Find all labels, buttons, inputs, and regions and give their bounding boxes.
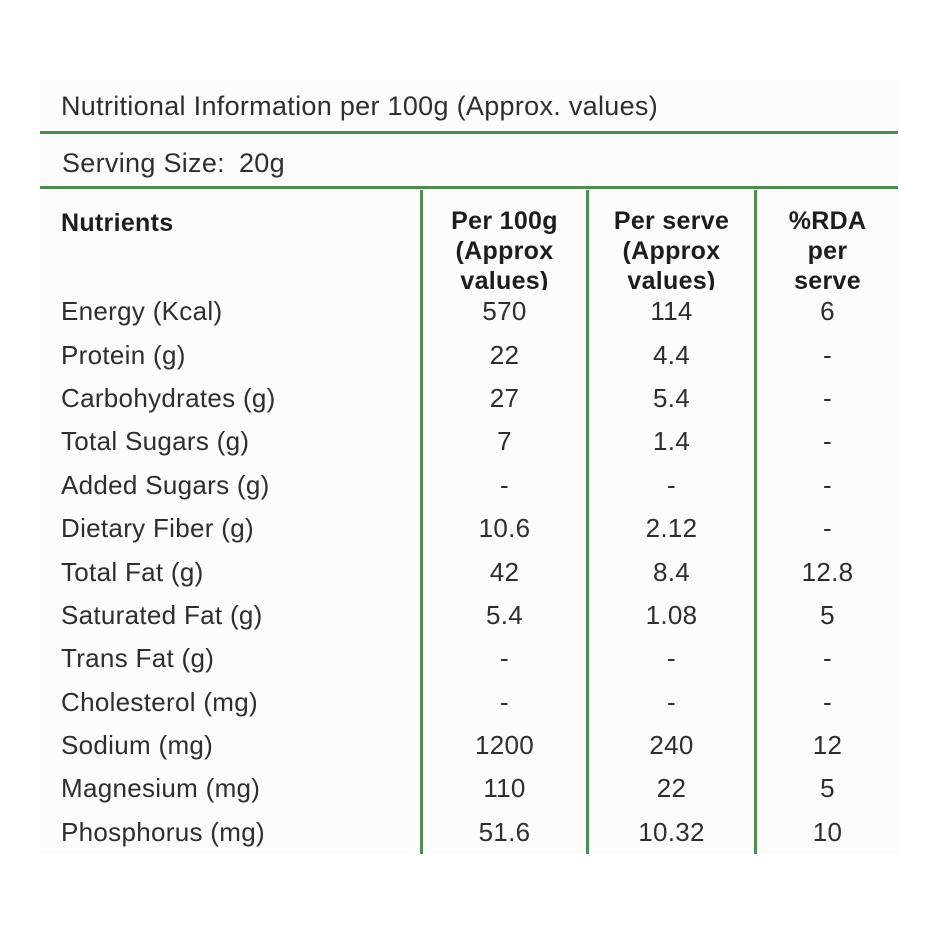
per-100g-value: - <box>420 463 586 507</box>
per-100g-value: 5.4 <box>420 593 586 638</box>
nutrient-label: Total Fat (g) <box>61 556 204 587</box>
per-serve-value: - <box>586 680 754 724</box>
rda-value: 10 <box>754 810 898 855</box>
rda-value: 6 <box>754 290 898 334</box>
page-title: Nutritional Information per 100g (Approx… <box>61 91 658 121</box>
rda-value: 5 <box>754 593 898 638</box>
rda-value: - <box>754 376 898 421</box>
nutrient-label: Magnesium (mg) <box>61 773 261 804</box>
per-100g-value: 1200 <box>420 723 586 768</box>
nutrient-label: Energy (Kcal) <box>61 296 223 327</box>
nutrient-label: Trans Fat (g) <box>61 643 215 674</box>
rda-value: - <box>754 637 898 681</box>
rda-value: - <box>754 506 898 551</box>
per-serve-value: - <box>586 463 754 507</box>
per-100g-value: 27 <box>420 376 586 421</box>
nutrition-panel: Nutritional Information per 100g (Approx… <box>40 80 898 855</box>
rda-value: - <box>754 420 898 464</box>
per-100g-value: 570 <box>420 290 586 334</box>
nutrient-label: Total Sugars (g) <box>61 426 250 457</box>
serving-size-row: Serving Size: 20g <box>40 134 898 186</box>
rda-value: - <box>754 333 898 377</box>
divider-under-title <box>40 131 898 134</box>
per-serve-value: 4.4 <box>586 333 754 377</box>
column-header-nutrients: Nutrients <box>61 209 174 237</box>
rda-value: 12.8 <box>754 550 898 594</box>
per-100g-value: - <box>420 680 586 724</box>
per-serve-value: 5.4 <box>586 376 754 421</box>
per-100g-value: 10.6 <box>420 506 586 551</box>
rda-value: - <box>754 680 898 724</box>
per-serve-value: 240 <box>586 723 754 768</box>
per-100g-value: - <box>420 637 586 681</box>
nutrient-label: Protein (g) <box>61 339 186 370</box>
per-serve-value: 22 <box>586 767 754 811</box>
nutrient-label: Cholesterol (mg) <box>61 686 258 717</box>
nutrient-label: Carbohydrates (g) <box>61 382 276 413</box>
nutrition-table: Nutrients Per 100g (Approx values) Per s… <box>40 190 898 855</box>
per-100g-value: 42 <box>420 550 586 594</box>
per-serve-value: 114 <box>586 290 754 334</box>
column-header-rda: %RDA per serve <box>754 190 898 290</box>
divider-under-serving <box>40 186 898 189</box>
per-serve-value: - <box>586 637 754 681</box>
per-100g-value: 7 <box>420 420 586 464</box>
column-header-per-serve: Per serve (Approx values) <box>586 190 754 290</box>
per-serve-value: 1.4 <box>586 420 754 464</box>
nutrient-label: Saturated Fat (g) <box>61 599 263 630</box>
per-100g-value: 51.6 <box>420 810 586 855</box>
nutrient-label: Sodium (mg) <box>61 730 214 761</box>
rda-value: 12 <box>754 723 898 768</box>
per-serve-value: 10.32 <box>586 810 754 855</box>
per-serve-value: 1.08 <box>586 593 754 638</box>
serving-size-label: Serving Size: <box>62 148 225 178</box>
per-serve-value: 2.12 <box>586 506 754 551</box>
rda-value: - <box>754 463 898 507</box>
serving-size-value: 20g <box>238 148 285 178</box>
per-serve-value: 8.4 <box>586 550 754 594</box>
per-100g-value: 22 <box>420 333 586 377</box>
rda-value: 5 <box>754 767 898 811</box>
nutrient-label: Phosphorus (mg) <box>61 816 265 847</box>
nutrient-label: Added Sugars (g) <box>61 469 270 500</box>
column-header-per-100g: Per 100g (Approx values) <box>420 190 586 290</box>
nutrient-label: Dietary Fiber (g) <box>61 513 254 544</box>
per-100g-value: 110 <box>420 767 586 811</box>
